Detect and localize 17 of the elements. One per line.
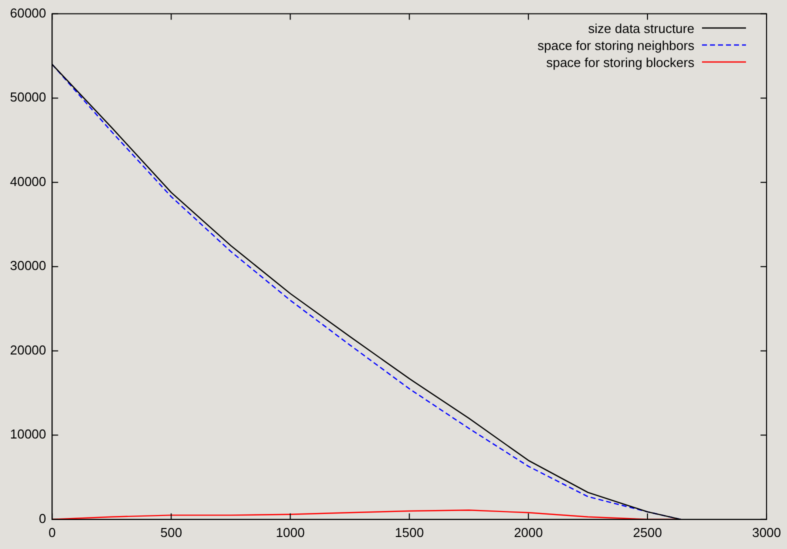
legend-label: size data structure — [588, 20, 694, 37]
x-tick-label: 2000 — [514, 524, 543, 540]
legend-label: space for storing blockers — [546, 54, 694, 71]
y-tick-label: 30000 — [10, 258, 46, 274]
y-tick-label: 0 — [38, 510, 46, 526]
y-tick-label: 20000 — [10, 342, 46, 358]
y-tick-label: 40000 — [10, 174, 46, 189]
y-tick-label: 10000 — [10, 426, 46, 442]
x-tick-label: 1500 — [394, 524, 424, 540]
x-tick-label: 500 — [160, 524, 182, 540]
x-tick-label: 1000 — [276, 524, 305, 540]
legend-label: space for storing neighbors — [538, 36, 694, 54]
y-tick-label: 50000 — [10, 90, 46, 105]
y-tick-label: 60000 — [10, 5, 46, 20]
x-tick-label: 3000 — [752, 524, 781, 540]
x-tick-label: 2500 — [633, 524, 662, 540]
x-tick-label: 0 — [48, 524, 56, 540]
